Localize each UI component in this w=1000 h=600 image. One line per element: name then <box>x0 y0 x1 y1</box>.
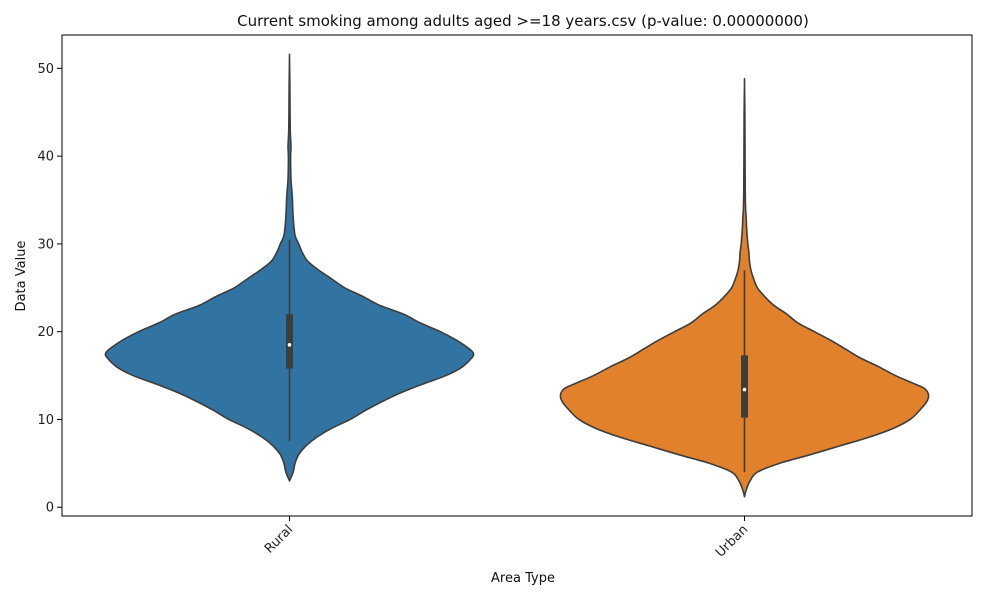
y-tick-label: 20 <box>37 325 54 340</box>
y-axis: 0 10 20 30 40 50 <box>37 62 62 516</box>
plot-frame <box>61 34 973 517</box>
iqr-box-urban <box>741 355 748 418</box>
y-tick-label: 0 <box>46 501 54 516</box>
y-axis-label: Data Value <box>14 241 29 312</box>
x-tick-label: Urban <box>713 522 751 560</box>
x-axis-label: Area Type <box>491 571 555 586</box>
y-tick-label: 40 <box>37 150 54 165</box>
median-point-urban <box>742 387 747 392</box>
x-tick-label: Rural <box>262 522 296 556</box>
chart-title: Current smoking among adults aged >=18 y… <box>237 12 809 30</box>
x-axis: Rural Urban <box>262 516 751 561</box>
plot-area <box>104 53 930 498</box>
median-point-rural <box>287 343 292 347</box>
y-tick-label: 50 <box>37 62 54 77</box>
y-tick-label: 10 <box>37 413 54 428</box>
iqr-box-rural <box>286 314 293 369</box>
y-tick-label: 30 <box>37 237 54 252</box>
